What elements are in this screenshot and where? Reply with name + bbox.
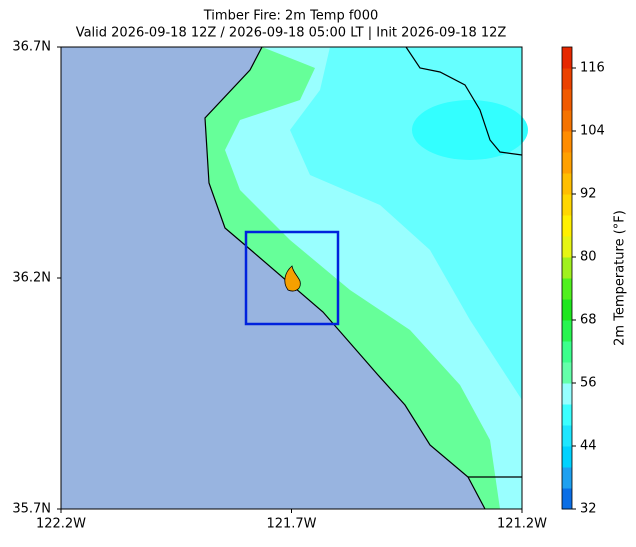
y-tick-label: 36.7N [12,40,51,55]
colorbar-band [562,488,572,510]
colorbar-band [562,152,572,174]
colorbar-band [562,194,572,216]
colorbar-band [562,131,572,153]
fire-icon [284,265,301,292]
colorbar-tick-label: 44 [580,439,597,454]
colorbar-band [562,173,572,195]
map [60,46,528,510]
colorbar-band [562,383,572,405]
cool-area [412,100,528,160]
colorbar-band [562,404,572,426]
subtitle: Valid 2026-09-18 12Z / 2026-09-18 05:00 … [76,26,507,41]
colorbar-band [562,299,572,321]
colorbar-tick-label: 104 [580,124,605,139]
colorbar-tick-label: 56 [580,376,597,391]
colorbar-tick-label: 116 [580,61,605,76]
colorbar-band [562,341,572,363]
colorbar-frame [561,46,573,510]
colorbar-band [562,320,572,342]
colorbar-band [562,89,572,111]
x-tick-label: 122.2W [36,517,86,532]
colorbar-band [562,47,572,69]
x-tick-label: 121.2W [497,517,547,532]
colorbar-band [562,257,572,279]
coastline [204,46,486,510]
y-tick-label: 35.7N [12,502,51,517]
colorbar-band [562,68,572,90]
colorbar-label: 2m Temperature (°F) [613,210,628,346]
colorbar-band [562,110,572,132]
colorbar-tick-label: 92 [580,187,597,202]
colorbar-tick-label: 80 [580,250,597,265]
colorbar-band [562,362,572,384]
green-band [205,47,500,509]
fire-perimeter-box [244,230,340,326]
colorbar-band [562,425,572,447]
colorbar-band [562,446,572,468]
colorbar-band [562,467,572,489]
colorbar-band [562,236,572,258]
colorbar-band [562,215,572,237]
title: Timber Fire: 2m Temp f000 [203,9,379,24]
colorbar-tick-label: 68 [580,313,597,328]
colorbar-band [562,278,572,300]
x-tick-label: 121.7W [266,517,316,532]
colorbar-tick-label: 32 [580,502,597,517]
border [405,46,523,156]
y-tick-label: 36.2N [12,271,51,286]
